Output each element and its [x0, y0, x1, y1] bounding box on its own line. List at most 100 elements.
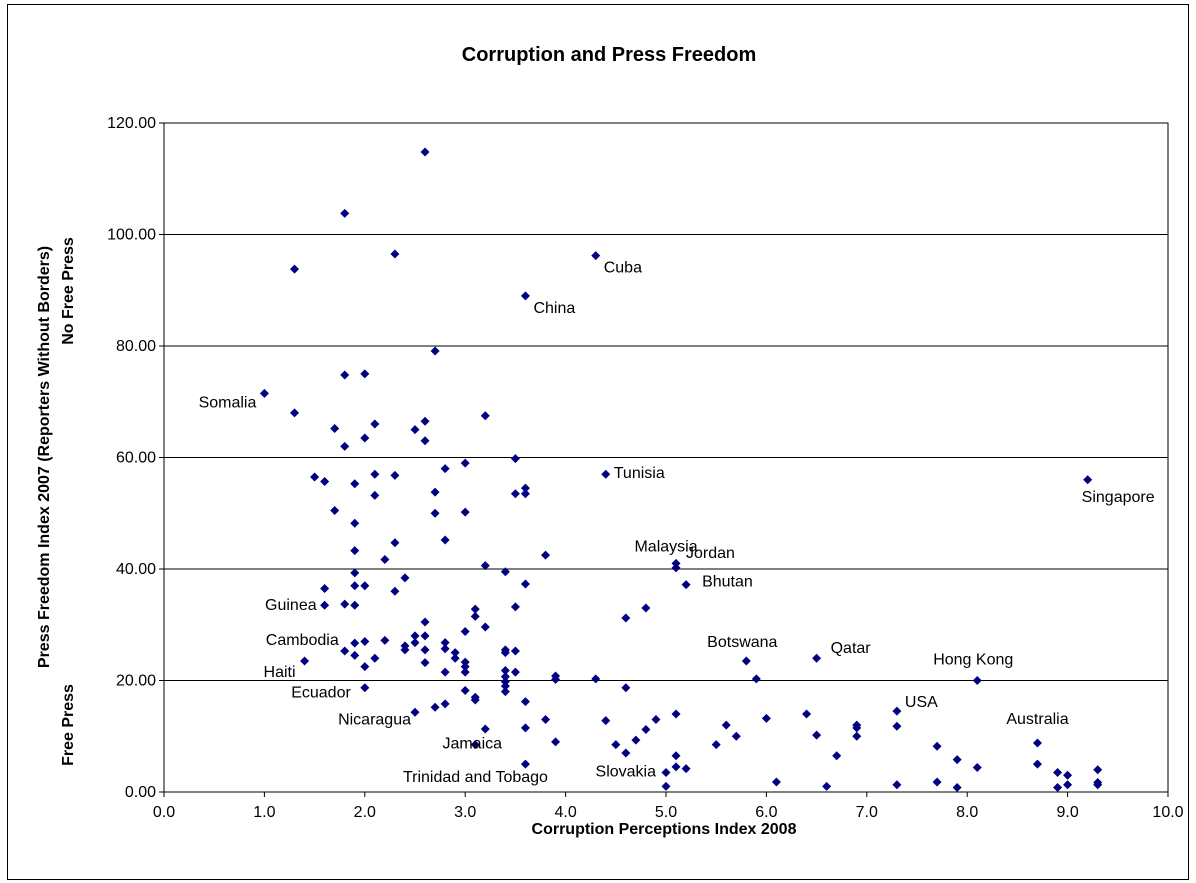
data-point — [300, 656, 310, 666]
data-point — [832, 751, 842, 761]
y-tick-label: 40.00 — [116, 561, 156, 578]
data-point — [480, 622, 490, 632]
x-tick-label: 10.0 — [1152, 804, 1183, 821]
data-point — [470, 611, 480, 621]
data-point — [340, 646, 350, 656]
data-point — [1032, 738, 1042, 748]
data-point — [741, 656, 751, 666]
chart-title: Corruption and Press Freedom — [462, 44, 757, 66]
gridlines — [164, 234, 1168, 681]
data-point — [420, 658, 430, 668]
data-point — [440, 535, 450, 545]
point-annotation-label: Somalia — [199, 394, 257, 411]
data-point — [1053, 767, 1063, 777]
x-tick-label: 2.0 — [354, 804, 376, 821]
data-point — [892, 780, 902, 790]
point-annotation-label: Guinea — [265, 597, 317, 614]
data-point — [500, 672, 510, 682]
data-point — [1093, 780, 1103, 790]
data-point — [310, 472, 320, 482]
data-point — [711, 740, 721, 750]
data-point — [360, 636, 370, 646]
data-point — [440, 667, 450, 677]
x-tick-label: 6.0 — [755, 804, 777, 821]
data-point — [410, 425, 420, 435]
data-point — [440, 644, 450, 654]
data-point — [591, 674, 601, 684]
data-point — [340, 208, 350, 218]
data-point — [952, 755, 962, 765]
data-point — [520, 489, 530, 499]
y-axis: 0.00 20.00 40.00 60.00 80.00 100.00 120.00 — [107, 115, 164, 801]
point-annotation-label: Haiti — [264, 664, 296, 681]
data-point — [350, 568, 360, 578]
y-tick-label: 0.00 — [125, 784, 156, 801]
data-point — [480, 724, 490, 734]
data-point — [621, 683, 631, 693]
data-point — [460, 458, 470, 468]
point-annotation-label: Trinidad and Tobago — [403, 769, 548, 786]
x-tick-label: 4.0 — [554, 804, 576, 821]
data-point — [410, 631, 420, 641]
data-point — [290, 264, 300, 274]
data-point — [360, 662, 370, 672]
data-point — [551, 674, 561, 684]
data-point — [500, 567, 510, 577]
data-point — [651, 715, 661, 725]
data-point — [822, 781, 832, 791]
data-point — [350, 518, 360, 528]
data-point — [380, 555, 390, 565]
data-point — [420, 617, 430, 627]
data-point — [731, 731, 741, 741]
data-point — [330, 424, 340, 434]
x-tick-label: 9.0 — [1056, 804, 1078, 821]
data-point — [410, 638, 420, 648]
data-point — [320, 584, 330, 594]
data-point — [551, 737, 561, 747]
y-tick-label: 20.00 — [116, 673, 156, 690]
data-point — [420, 645, 430, 655]
point-annotation-label: Malaysia — [634, 538, 697, 555]
point-annotation-label: Nicaragua — [338, 711, 411, 728]
data-point — [1063, 770, 1073, 780]
data-point — [259, 388, 269, 398]
data-point — [410, 707, 420, 717]
data-point — [671, 563, 681, 573]
data-point — [972, 762, 982, 772]
data-point — [601, 469, 611, 479]
data-point — [761, 713, 771, 723]
data-point — [520, 291, 530, 301]
data-point — [802, 709, 812, 719]
y-tick-label: 120.00 — [107, 115, 156, 132]
point-annotation-label: Singapore — [1082, 489, 1155, 506]
data-point — [771, 777, 781, 787]
data-point — [400, 573, 410, 583]
x-tick-label: 0.0 — [153, 804, 175, 821]
point-annotation-label: Qatar — [831, 640, 872, 657]
data-point — [812, 653, 822, 663]
x-tick-label: 7.0 — [856, 804, 878, 821]
data-point — [450, 648, 460, 658]
y-tick-label: 100.00 — [107, 227, 156, 244]
data-point — [510, 646, 520, 656]
data-point — [440, 699, 450, 709]
data-point — [681, 764, 691, 774]
data-point — [340, 441, 350, 451]
y-axis-free-press-label: Free Press — [60, 684, 77, 766]
data-point — [621, 748, 631, 758]
data-point — [330, 505, 340, 515]
data-point — [520, 579, 530, 589]
data-point — [370, 419, 380, 429]
data-point — [360, 433, 370, 443]
data-point — [390, 470, 400, 480]
data-point — [470, 604, 480, 614]
data-point — [400, 645, 410, 655]
data-point — [601, 716, 611, 726]
point-annotation-label: Ecuador — [291, 685, 351, 702]
data-point — [671, 762, 681, 772]
data-point — [541, 715, 551, 725]
data-point — [340, 370, 350, 380]
data-point — [1032, 759, 1042, 769]
data-point — [520, 723, 530, 733]
data-point — [460, 507, 470, 517]
